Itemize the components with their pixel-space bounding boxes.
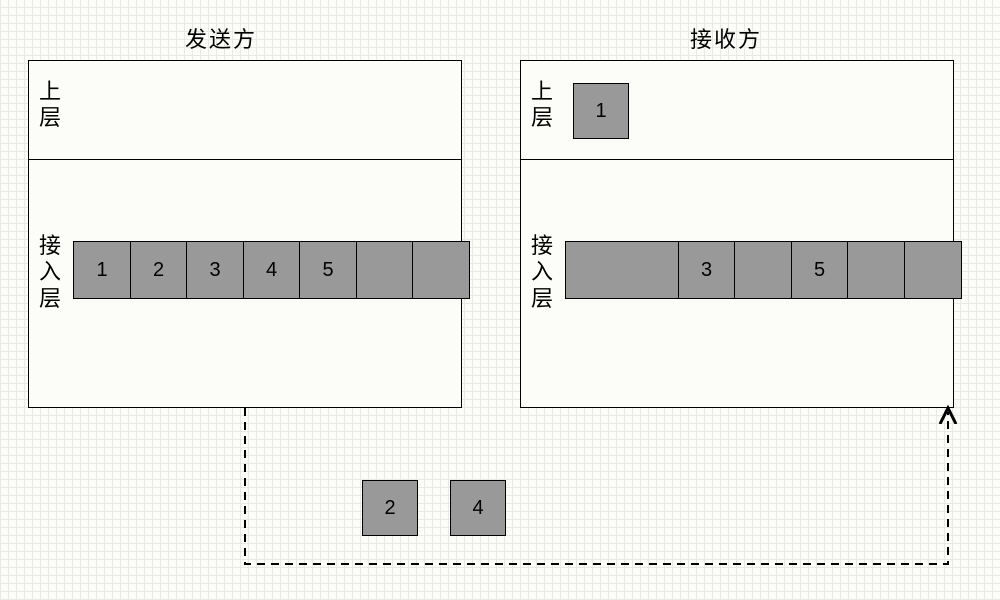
transmission-arrow	[0, 0, 1000, 600]
diagram-root: 发送方 接收方 上 层 接 入 层 1 2 3 4 5 上 层	[0, 0, 1000, 600]
